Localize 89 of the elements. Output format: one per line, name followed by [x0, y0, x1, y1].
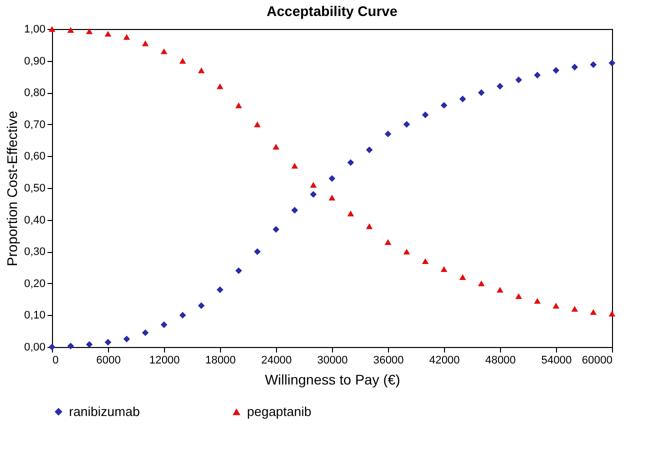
point: [310, 182, 317, 188]
point: [67, 27, 74, 33]
point: [48, 26, 56, 32]
y-tick-label: 0,00: [24, 342, 46, 354]
x-tick-label: 24000: [261, 354, 292, 366]
point: [478, 280, 485, 286]
y-tick-label: 0,90: [24, 55, 46, 68]
legend-label: pegaptanib: [247, 404, 312, 419]
y-tick-label: 0,60: [24, 150, 46, 163]
point: [571, 306, 578, 312]
point: [123, 336, 130, 342]
point: [590, 309, 597, 315]
x-tick-label: 36000: [373, 354, 404, 366]
y-axis-title: Proportion Cost-Effective: [4, 110, 20, 266]
point: [254, 248, 261, 255]
point: [422, 112, 429, 118]
point: [478, 89, 485, 96]
point: [254, 121, 261, 128]
point: [198, 302, 205, 310]
point: [160, 321, 168, 328]
y-tick-label: 0,40: [24, 214, 46, 226]
point: [366, 146, 373, 154]
x-tick-label: 30000: [317, 354, 348, 366]
point: [104, 338, 112, 346]
point: [496, 82, 504, 90]
point: [328, 194, 336, 200]
chart-title: Acceptability Curve: [266, 3, 398, 19]
point: [459, 96, 466, 102]
point: [534, 72, 541, 78]
point: [48, 344, 56, 350]
point: [142, 329, 149, 336]
point: [104, 30, 112, 37]
x-tick-label: 48000: [485, 354, 516, 366]
x-axis-title: Willingness to Pay (€): [264, 372, 400, 388]
point: [384, 239, 392, 245]
point: [440, 102, 448, 109]
point: [403, 121, 410, 128]
legend-label: ranibizumab: [69, 404, 140, 419]
point: [272, 226, 280, 233]
point: [515, 76, 522, 84]
point: [608, 310, 616, 317]
point: [515, 293, 522, 300]
x-tick-label: 42000: [429, 354, 460, 366]
point: [403, 248, 410, 255]
x-tick-label: 18000: [205, 354, 236, 366]
point: [291, 162, 298, 169]
y-tick-label: 0,70: [24, 118, 46, 131]
point: [160, 48, 168, 54]
point: [179, 58, 186, 64]
point: [608, 60, 616, 66]
x-tick-label: 6000: [96, 354, 121, 366]
point: [179, 312, 186, 319]
point: [347, 159, 354, 166]
y-tick-label: 0,20: [24, 278, 46, 290]
point: [422, 258, 429, 264]
point: [216, 83, 224, 90]
point: [123, 34, 130, 40]
y-tick-label: 0,80: [24, 87, 46, 100]
point: [552, 302, 560, 309]
point: [347, 210, 354, 216]
x-tick-label: 60000: [582, 354, 612, 366]
point: [86, 28, 93, 34]
point: [590, 61, 597, 68]
point: [198, 67, 205, 74]
point: [310, 191, 317, 198]
point: [571, 64, 578, 71]
point: [534, 298, 541, 304]
point: [384, 130, 392, 138]
x-tick-label: 12000: [149, 354, 180, 366]
point: [328, 175, 336, 182]
y-tick-label: 0,10: [24, 310, 46, 322]
point: [67, 342, 74, 350]
point: [440, 266, 448, 272]
point: [86, 341, 93, 348]
point: [235, 102, 242, 108]
point: [552, 66, 560, 74]
y-tick-label: 1,00: [24, 24, 46, 36]
point: [216, 286, 224, 294]
point: [459, 274, 466, 280]
y-tick-label: 0,50: [24, 182, 46, 194]
point: [142, 40, 149, 46]
y-tick-label: 0,30: [24, 246, 46, 258]
point: [496, 286, 504, 293]
x-tick-label: 0: [52, 354, 59, 366]
point: [235, 267, 242, 274]
x-tick-label: 54000: [541, 354, 572, 366]
point: [291, 206, 298, 214]
point: [272, 144, 280, 150]
point: [366, 223, 373, 230]
